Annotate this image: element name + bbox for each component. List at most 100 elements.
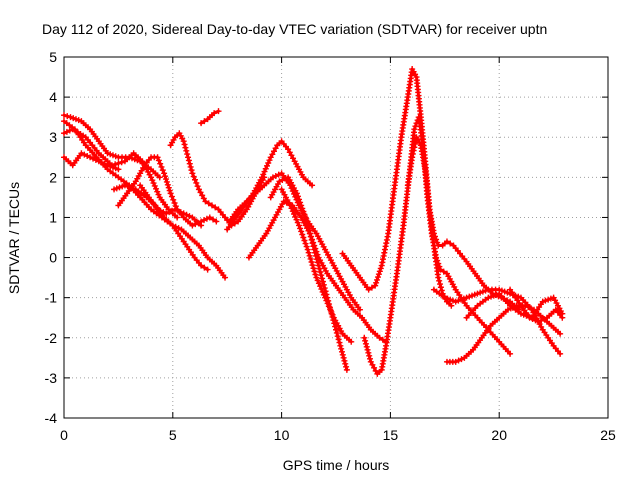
data-point [206, 214, 213, 221]
data-point [313, 256, 320, 263]
data-point [334, 333, 341, 340]
data-point [452, 298, 459, 305]
data-point [335, 336, 342, 343]
grid [64, 57, 608, 418]
data-point [338, 345, 345, 352]
data-point [315, 280, 322, 287]
data-point [185, 157, 192, 164]
data-point [202, 198, 209, 205]
data-point [162, 173, 169, 180]
data-point [291, 211, 298, 218]
y-tick-label: 5 [49, 49, 57, 65]
series-line [112, 183, 227, 280]
series-pass-u [507, 286, 566, 325]
data-point [325, 303, 332, 310]
data-point [64, 113, 71, 120]
data-point [198, 222, 205, 229]
data-point [557, 330, 564, 337]
data-point [338, 348, 345, 355]
data-point [104, 162, 111, 169]
data-point [447, 296, 454, 303]
data-point [180, 138, 187, 145]
data-point [155, 157, 162, 164]
data-point [302, 214, 309, 221]
series-pass-i [198, 108, 222, 127]
data-point [115, 166, 122, 173]
data-point [194, 183, 201, 190]
data-point [292, 213, 299, 220]
series-pass-h [167, 130, 268, 229]
data-point [190, 173, 197, 180]
x-tick-label: 25 [600, 427, 616, 443]
data-point [189, 170, 196, 177]
data-point [410, 147, 417, 154]
series-pass-t [463, 290, 566, 321]
data-point [458, 296, 465, 303]
data-point [471, 291, 478, 298]
data-point [301, 237, 308, 244]
data-point [300, 208, 307, 215]
data-point [488, 293, 495, 300]
data-point [448, 302, 455, 309]
data-point [433, 254, 440, 261]
data-point [167, 190, 174, 197]
data-point [164, 181, 171, 188]
data-point [311, 268, 318, 275]
data-point [267, 154, 274, 161]
data-point [208, 202, 215, 209]
data-point [362, 340, 369, 347]
data-point [296, 196, 303, 203]
data-point [261, 168, 268, 175]
data-point [307, 255, 314, 262]
data-point [362, 337, 369, 344]
data-point [373, 279, 380, 286]
data-point [412, 140, 419, 147]
data-point [313, 274, 320, 281]
data-point [306, 230, 313, 237]
data-point [304, 220, 311, 227]
data-point [269, 151, 276, 158]
data-point [372, 282, 379, 289]
data-point [186, 160, 193, 167]
data-point [336, 339, 343, 346]
data-point [371, 364, 378, 371]
data-point [366, 352, 373, 359]
data-point [115, 160, 122, 167]
data-point [310, 243, 317, 250]
data-point [72, 116, 79, 123]
data-point [437, 266, 444, 273]
data-point [477, 289, 484, 296]
data-point [356, 306, 363, 313]
data-point [517, 310, 524, 317]
data-point [324, 300, 331, 307]
data-point [201, 264, 208, 271]
data-point [376, 334, 383, 341]
data-point [299, 205, 306, 212]
data-point [435, 260, 442, 267]
data-point [168, 193, 175, 200]
data-point [161, 170, 168, 177]
data-point [340, 354, 347, 361]
data-point [320, 281, 327, 288]
data-point [315, 262, 322, 269]
data-point [148, 174, 155, 181]
series-pass-a [61, 118, 211, 273]
data-point [501, 288, 508, 295]
data-point [159, 167, 166, 174]
data-point [342, 360, 349, 367]
data-point [107, 151, 114, 158]
data-point [270, 148, 277, 155]
data-point [116, 184, 123, 191]
data-point [293, 216, 300, 223]
data-point [498, 287, 505, 294]
y-tick-label: 4 [49, 89, 57, 105]
data-point [309, 240, 316, 247]
data-point [493, 291, 500, 298]
data-point [294, 193, 301, 200]
data-point [365, 349, 372, 356]
data-point [314, 259, 321, 266]
data-point [341, 357, 348, 364]
data-point [333, 329, 340, 336]
data-point [308, 236, 315, 243]
data-point [447, 240, 454, 247]
